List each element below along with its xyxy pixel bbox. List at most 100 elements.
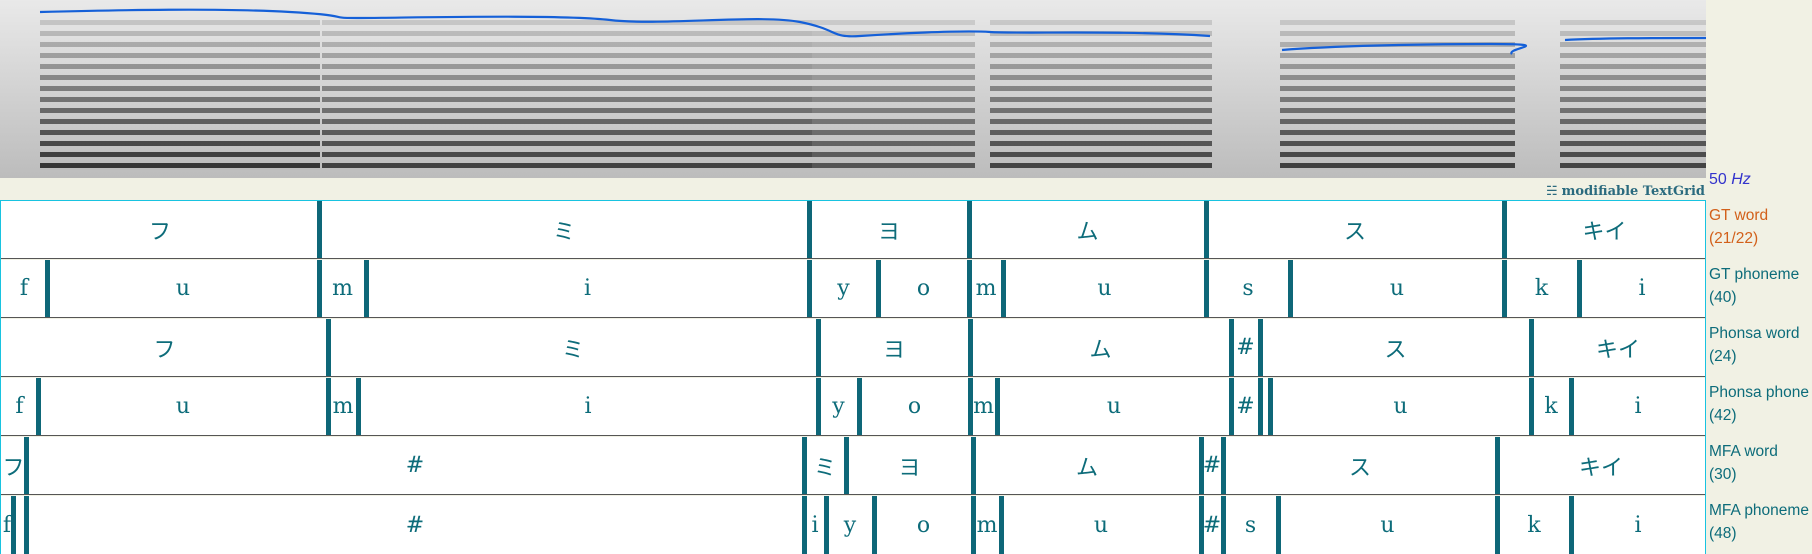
interval[interactable]: キイ (1582, 219, 1627, 245)
interval[interactable]: s (1244, 512, 1257, 538)
interval-boundary[interactable] (24, 437, 29, 494)
interval-boundary[interactable] (816, 378, 821, 435)
interval[interactable]: # (1202, 453, 1222, 478)
interval[interactable]: u (1093, 512, 1109, 538)
interval-boundary[interactable] (45, 260, 50, 317)
interval[interactable]: フ (2, 455, 25, 481)
tier-phonsa-phone[interactable]: f u m i y o m u # u k i (1, 378, 1705, 436)
interval[interactable]: o (916, 276, 931, 301)
interval-boundary[interactable] (971, 437, 976, 494)
interval-boundary[interactable] (317, 260, 322, 317)
interval[interactable]: キイ (1595, 337, 1640, 363)
interval-boundary[interactable] (36, 378, 41, 435)
interval[interactable]: ヨ (877, 219, 900, 245)
interval[interactable]: ム (1075, 455, 1098, 481)
interval-boundary[interactable] (1495, 496, 1500, 554)
interval-boundary[interactable] (1258, 378, 1263, 435)
interval-boundary[interactable] (857, 378, 862, 435)
interval-boundary[interactable] (824, 496, 829, 554)
tier-label[interactable]: GT word (21/22) (1709, 204, 1768, 250)
interval-boundary[interactable] (1529, 378, 1534, 435)
interval-boundary[interactable] (364, 260, 369, 317)
interval[interactable]: k (1534, 276, 1549, 301)
interval-boundary[interactable] (968, 378, 973, 435)
interval[interactable]: f (15, 394, 24, 419)
interval[interactable]: ヨ (898, 455, 921, 481)
interval-boundary[interactable] (1268, 378, 1273, 435)
interval[interactable]: ス (1348, 455, 1371, 481)
interval[interactable]: i (1634, 512, 1642, 538)
interval-boundary[interactable] (1229, 378, 1234, 435)
interval-boundary[interactable] (1577, 260, 1582, 317)
interval-boundary[interactable] (807, 260, 812, 317)
interval-boundary[interactable] (1495, 437, 1500, 494)
interval[interactable]: u (1097, 276, 1112, 301)
interval[interactable]: k (1527, 512, 1541, 538)
interval[interactable]: u (1393, 394, 1408, 419)
interval-boundary[interactable] (1204, 201, 1209, 258)
interval[interactable]: ム (1089, 337, 1112, 363)
interval-boundary[interactable] (807, 201, 812, 258)
interval-boundary[interactable] (317, 201, 322, 258)
interval[interactable]: u (1389, 276, 1405, 301)
tier-mfa-word[interactable]: フ # ミ ヨ ム # ス キイ (1, 437, 1705, 495)
interval-boundary[interactable] (326, 378, 331, 435)
interval[interactable]: o (916, 512, 931, 538)
interval[interactable]: # (1202, 512, 1222, 538)
interval[interactable]: ミ (561, 337, 584, 363)
tier-gt-word[interactable]: フ ミ ヨ ム ス キイ (1, 201, 1705, 259)
interval[interactable]: m (973, 394, 994, 419)
interval[interactable]: u (1380, 512, 1395, 538)
interval[interactable]: k (1544, 394, 1558, 419)
interval[interactable]: m (975, 276, 997, 301)
interval[interactable]: ス (1343, 219, 1366, 245)
interval[interactable]: # (1236, 394, 1255, 419)
interval-boundary[interactable] (968, 319, 973, 376)
interval-boundary[interactable] (1199, 437, 1204, 494)
interval-boundary[interactable] (967, 201, 972, 258)
interval-boundary[interactable] (1001, 260, 1006, 317)
interval[interactable]: o (907, 394, 922, 419)
interval[interactable]: f (19, 276, 29, 301)
tier-label[interactable]: MFA phoneme (48) (1709, 499, 1809, 545)
interval-boundary[interactable] (872, 496, 877, 554)
interval[interactable]: i (584, 394, 592, 419)
interval[interactable]: フ (148, 219, 171, 245)
interval-boundary[interactable] (1288, 260, 1293, 317)
interval-boundary[interactable] (1258, 319, 1263, 376)
interval-boundary[interactable] (24, 496, 29, 554)
interval-boundary[interactable] (999, 496, 1004, 554)
tier-mfa-phoneme[interactable]: f # i y o m u # s u k i (1, 496, 1705, 554)
interval-boundary[interactable] (816, 319, 821, 376)
interval[interactable]: y (837, 276, 850, 301)
interval-boundary[interactable] (1529, 319, 1534, 376)
tier-label[interactable]: GT phoneme (40) (1709, 263, 1799, 309)
interval-boundary[interactable] (1569, 496, 1574, 554)
interval[interactable]: u (175, 394, 191, 419)
interval-boundary[interactable] (1229, 319, 1234, 376)
interval-boundary[interactable] (802, 437, 807, 494)
interval[interactable]: m (976, 512, 998, 538)
interval-boundary[interactable] (971, 496, 976, 554)
interval-boundary[interactable] (967, 260, 972, 317)
interval[interactable]: y (832, 394, 845, 419)
interval[interactable]: # (405, 512, 425, 538)
interval-boundary[interactable] (1221, 437, 1226, 494)
interval-boundary[interactable] (1502, 201, 1507, 258)
interval[interactable]: ミ (552, 219, 575, 245)
spectrogram[interactable] (0, 0, 1706, 178)
interval[interactable]: ヨ (882, 337, 905, 363)
interval-boundary[interactable] (1204, 260, 1209, 317)
interval[interactable]: y (843, 512, 857, 538)
interval-boundary[interactable] (844, 437, 849, 494)
interval-boundary[interactable] (356, 378, 361, 435)
interval-boundary[interactable] (802, 496, 807, 554)
interval-boundary[interactable] (876, 260, 881, 317)
interval[interactable]: # (405, 453, 425, 478)
interval[interactable]: i (811, 512, 819, 538)
interval[interactable]: キイ (1578, 455, 1623, 481)
interval[interactable]: m (332, 276, 353, 301)
interval[interactable]: f (2, 512, 12, 538)
tier-label[interactable]: Phonsa word (24) (1709, 322, 1799, 368)
interval[interactable]: u (175, 276, 191, 301)
